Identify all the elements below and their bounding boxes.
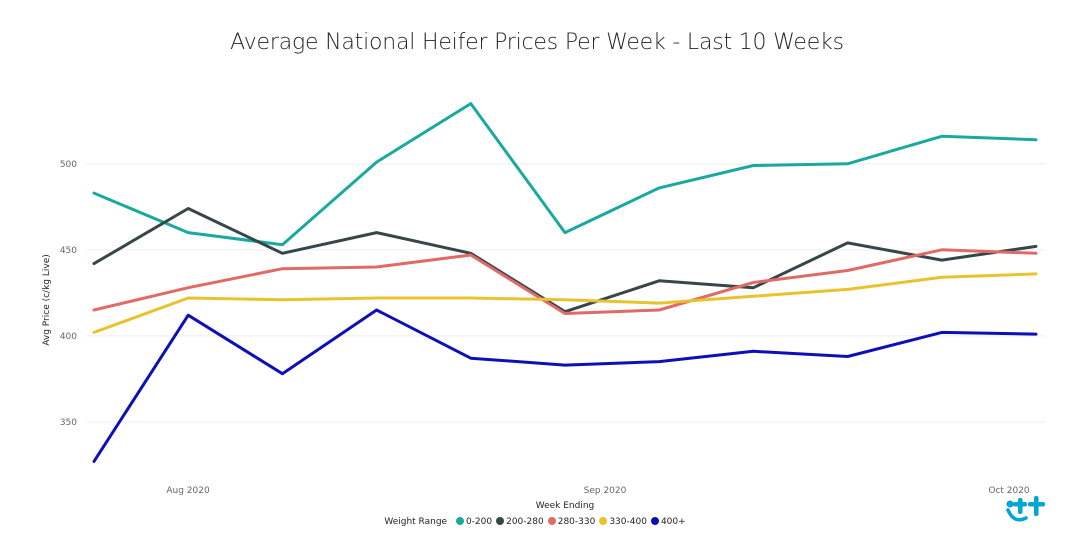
x-tick-label: Aug 2020	[166, 486, 210, 496]
series-line-0-200[interactable]	[92, 102, 1038, 247]
chart-title: Average National Heifer Prices Per Week …	[230, 30, 844, 55]
y-tick-label: 500	[60, 160, 77, 170]
legend-items: 0-200 200-280 280-330 330-400 400+	[455, 517, 690, 527]
series-line-280-330[interactable]	[92, 248, 1038, 315]
legend-label: 280-330	[557, 517, 596, 527]
x-tick-label: Oct 2020	[988, 486, 1030, 496]
legend-label: 400+	[660, 517, 686, 527]
legend: Weight Range 0-200 200-280 280-330 330-400 4…	[0, 517, 1074, 527]
legend-label: 330-400	[609, 517, 647, 527]
y-tick-label: 450	[60, 246, 77, 256]
y-tick-label: 350	[60, 418, 77, 428]
legend-marker	[496, 517, 505, 525]
brand-logo-icon	[1006, 496, 1045, 522]
series-line-400+[interactable]	[92, 308, 1038, 463]
legend-item-400+[interactable]: 400+	[650, 517, 686, 527]
legend-marker	[599, 517, 608, 525]
legend-label: 0-200	[465, 517, 493, 527]
x-axis-label: Week Ending	[536, 501, 595, 511]
x-axis-ticks: Aug 2020 Sep 2020 Oct 2020	[166, 486, 1030, 496]
legend-item-0-200[interactable]: 0-200	[455, 517, 493, 527]
series-line-330-400[interactable]	[92, 272, 1038, 334]
legend-item-200-280[interactable]: 200-280	[496, 517, 544, 527]
legend-item-280-330[interactable]: 280-330	[547, 517, 596, 527]
y-tick-label: 400	[60, 332, 77, 342]
legend-label: 200-280	[506, 517, 544, 527]
legend-marker	[547, 517, 556, 525]
x-tick-label: Sep 2020	[584, 486, 627, 496]
y-axis-ticks: 350 400 450 500	[60, 160, 77, 428]
legend-title: Weight Range	[384, 517, 448, 527]
legend-marker	[650, 517, 659, 525]
series-lines[interactable]	[92, 102, 1038, 463]
y-axis-label: Avg Price (c/kg Live)	[42, 254, 52, 346]
series-line-200-280[interactable]	[92, 207, 1038, 314]
gridlines	[86, 163, 1046, 423]
legend-item-330-400[interactable]: 330-400	[599, 517, 647, 527]
legend-marker	[455, 517, 464, 525]
